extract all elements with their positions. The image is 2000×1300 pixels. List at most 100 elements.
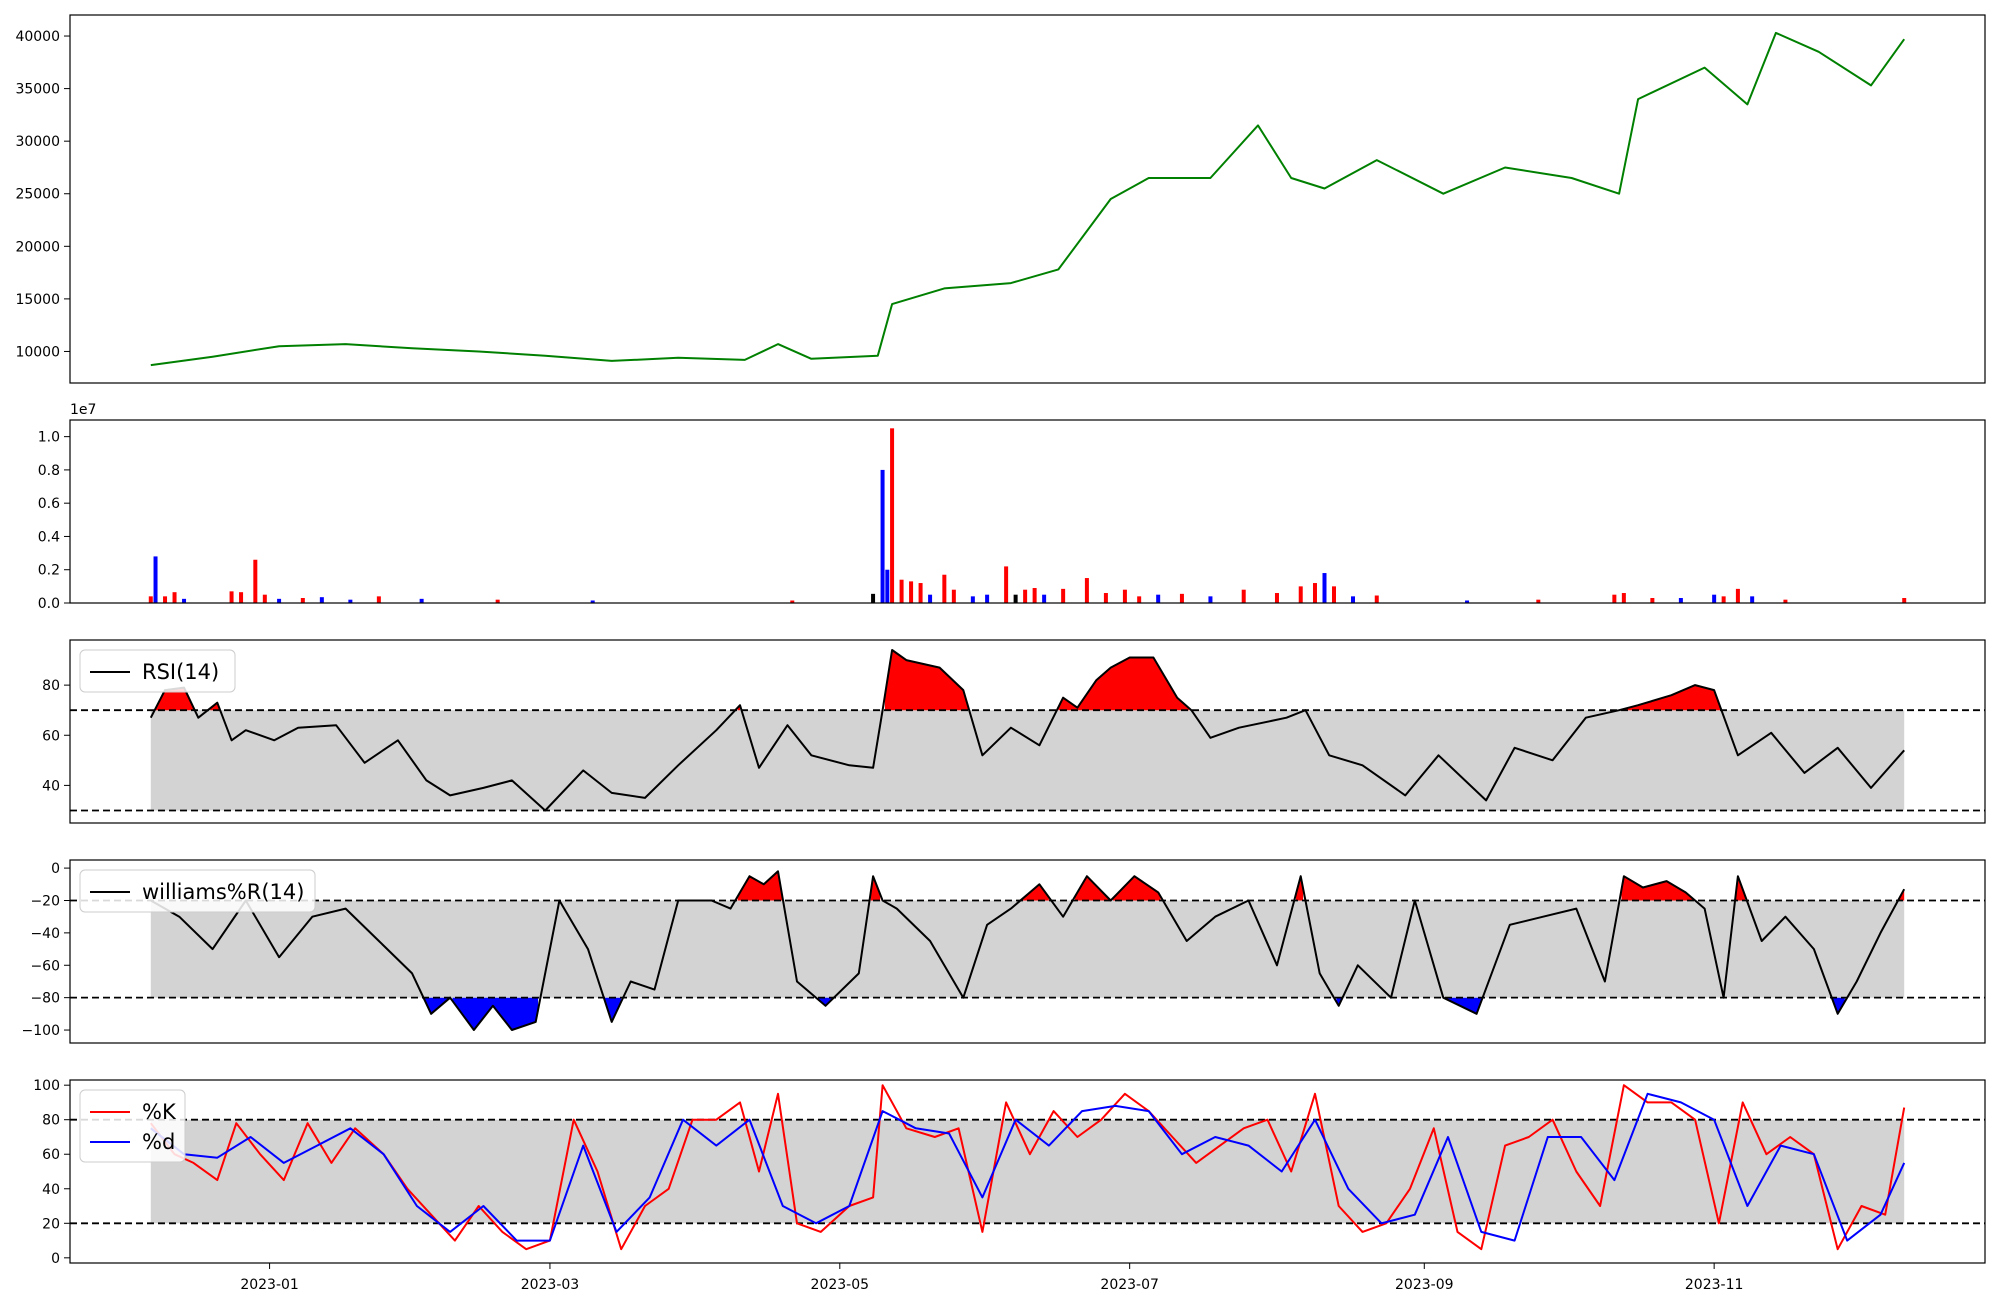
y-tick-label: −20 [30,893,60,909]
y-tick-label: 10000 [15,344,60,360]
volume-bar [153,556,158,603]
x-tick-label: 2023-03 [521,1277,580,1293]
x-tick-label: 2023-11 [1685,1277,1744,1293]
y-tick-label: 60 [42,1147,60,1163]
stoch-d-line [150,1092,1906,1242]
volume-bar [1274,593,1279,603]
legend-box [79,869,316,913]
y-tick-label: 0.4 [38,529,60,545]
volume-bar [262,594,267,603]
y-tick-label: −60 [30,958,60,974]
y-tick-label: 60 [42,728,60,744]
volume-bar [790,600,795,603]
volume-bar [163,596,168,603]
y-tick-label: 25000 [15,187,60,203]
oversold-fill [818,997,833,1006]
volume-bar [182,598,187,603]
volume-bar [376,596,381,603]
volume-bar [172,592,177,603]
y-tick-label: 0.6 [38,496,60,512]
price-line [150,31,1906,367]
y-tick-label: 0.0 [38,596,60,612]
neutral-band [150,710,1905,811]
volume-bar [1208,596,1213,603]
volume-bar [419,598,424,603]
volume-bar [1042,594,1047,603]
volume-bar [229,591,234,603]
volume-bar [951,589,956,603]
volume-bar [942,574,947,603]
legend-label: RSI(14) [142,660,219,684]
legend-box [79,649,236,693]
volume-bar [899,579,904,603]
volume-bar [1298,586,1303,603]
volume-bar [871,593,876,603]
y-tick-label: 80 [42,1113,60,1129]
x-tick-label: 2023-07 [1100,1277,1159,1293]
x-tick-label: 2023-09 [1395,1277,1454,1293]
x-tick-label: 2023-05 [811,1277,870,1293]
volume-bar [1902,598,1907,603]
legend-box [79,1089,186,1163]
volume-bar [1331,586,1336,603]
volume-bar [319,597,324,603]
oversold-fill [604,997,622,1022]
volume-bar [1156,594,1161,603]
overbought-fill [1621,876,1693,901]
y-tick-label: 40 [42,778,60,794]
y-tick-label: 20 [42,1216,60,1232]
volume-bar [1650,598,1655,603]
legend-label: %K [142,1100,177,1124]
williams-r-line [150,870,1906,1031]
volume-bar [1612,594,1617,603]
volume-bar [918,583,923,603]
y-tick-label: 40000 [15,29,60,45]
volume-bar [1536,599,1541,603]
overbought-fill [884,650,969,711]
volume-bar [148,596,153,603]
volume-bar [348,599,353,603]
volume-bar [885,569,890,603]
y-tick-label: 0.8 [38,463,60,479]
axes-frame [69,1079,1986,1264]
rsi-line [149,649,1905,812]
y-tick-label: 0 [51,861,60,877]
y-tick-label: 100 [33,1078,60,1094]
volume-bar [1061,588,1066,603]
overbought-fill [1621,685,1722,711]
volume-multiplier-label: 1e7 [70,402,96,418]
axes-frame [69,859,1986,1044]
y-tick-label: −100 [22,1023,60,1039]
stoch-k-line [150,1084,1906,1251]
volume-bar [1122,589,1127,603]
x-tick-label: 2023-01 [240,1277,299,1293]
y-tick-label: 15000 [15,292,60,308]
volume-bar [1013,594,1018,603]
volume-bar [1023,589,1028,603]
y-tick-label: 35000 [15,82,60,98]
volume-bar [970,596,975,603]
y-tick-label: −40 [30,926,60,942]
y-tick-label: 20000 [15,239,60,255]
volume-bar [1032,588,1037,603]
volume-bar [1783,599,1788,603]
volume-bar [1322,573,1327,603]
volume-bar [1241,589,1246,603]
volume-bar [1351,596,1356,603]
neutral-band [150,900,1905,998]
oversold-fill [1445,997,1482,1014]
axes-frame [69,419,1986,604]
volume-bar [1103,593,1108,603]
volume-bar [1179,593,1184,603]
volume-bar [239,592,244,603]
volume-bar [1678,598,1683,603]
axes-frame [69,14,1986,384]
volume-bar [1004,566,1009,603]
oversold-fill [452,997,539,1030]
y-tick-label: 80 [42,678,60,694]
legend-label: %d [142,1130,175,1154]
axes-frame [69,639,1986,824]
y-tick-label: 0 [51,1251,60,1267]
volume-bar [590,600,595,603]
volume-bar [928,594,933,603]
